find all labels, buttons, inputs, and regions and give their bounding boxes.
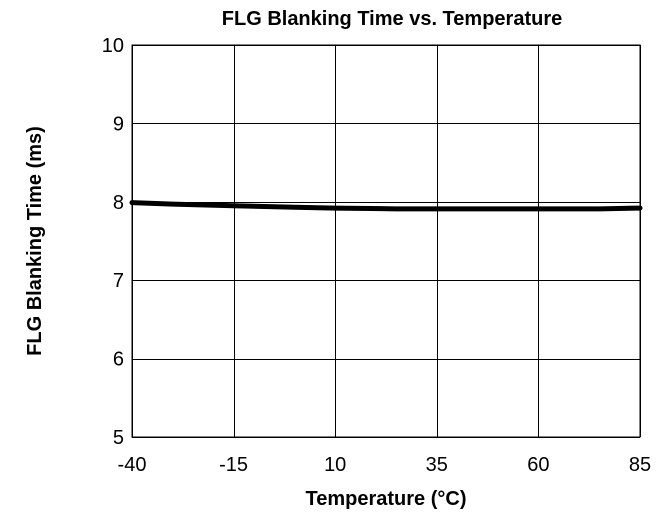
x-tick-label: -40 (118, 454, 147, 476)
y-axis-label: FLG Blanking Time (ms) (24, 126, 46, 356)
grid (132, 45, 641, 438)
chart-title: FLG Blanking Time vs. Temperature (222, 8, 562, 30)
x-axis-label: Temperature (°C) (306, 488, 467, 510)
series-line-0 (129, 200, 643, 212)
x-tick-label: 10 (324, 454, 346, 476)
x-tick-label: -15 (219, 454, 248, 476)
x-tick-label: 85 (629, 454, 651, 476)
x-axis-ticks: -40 -15 10 35 60 85 (118, 454, 652, 476)
y-tick-label: 8 (113, 192, 124, 214)
y-tick-label: 9 (113, 113, 124, 135)
x-tick-label: 35 (426, 454, 448, 476)
y-axis-ticks: 5 6 7 8 9 10 (102, 35, 124, 449)
x-tick-label: 60 (527, 454, 549, 476)
plot-area-frame (131, 44, 641, 438)
series-layer (129, 200, 643, 212)
y-tick-label: 6 (113, 349, 124, 371)
y-tick-label: 10 (102, 35, 124, 57)
y-tick-label: 5 (113, 427, 124, 449)
y-tick-label: 7 (113, 270, 124, 292)
